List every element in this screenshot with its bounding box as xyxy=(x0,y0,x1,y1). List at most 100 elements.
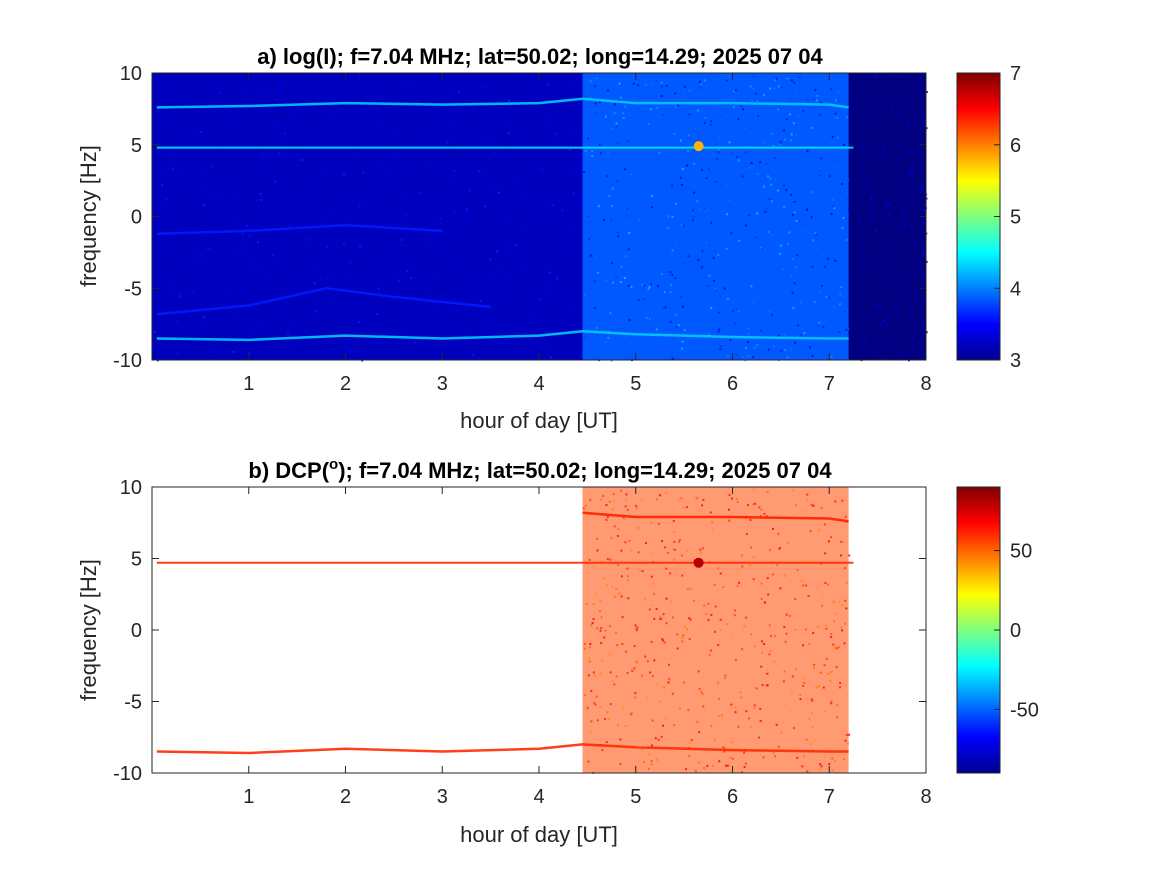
heatmap-speckle xyxy=(713,279,716,282)
heatmap-speckle xyxy=(501,136,504,139)
heatmap-speckle xyxy=(240,191,243,194)
heatmap-speckle xyxy=(433,304,436,307)
heatmap-speckle xyxy=(889,145,892,148)
heatmap-speckle xyxy=(790,274,793,277)
heatmap-speckle xyxy=(904,214,907,217)
heatmap-speckle xyxy=(681,347,684,350)
heatmap-speckle xyxy=(839,94,842,97)
heatmap-speckle xyxy=(167,135,170,138)
heatmap-speckle xyxy=(745,616,748,619)
heatmap-speckle xyxy=(915,241,918,244)
heatmap-speckle xyxy=(590,720,593,723)
heatmap-speckle xyxy=(186,280,189,283)
heatmap-speckle xyxy=(888,92,891,95)
heatmap-line-upper-sideband xyxy=(156,97,849,109)
heatmap-speckle xyxy=(546,286,549,289)
heatmap-speckle xyxy=(907,333,910,336)
heatmap-speckle xyxy=(701,168,704,171)
heatmap-speckle xyxy=(875,205,878,208)
heatmap-speckle xyxy=(777,334,780,337)
heatmap-speckle xyxy=(818,113,821,116)
heatmap-speckle xyxy=(371,77,374,80)
y-tick-label: 5 xyxy=(131,549,142,571)
heatmap-speckle xyxy=(637,299,640,302)
heatmap-speckle xyxy=(652,592,655,595)
heatmap-speckle xyxy=(679,295,682,298)
heatmap-speckle xyxy=(669,320,672,323)
heatmap-speckle xyxy=(883,142,886,145)
heatmap-speckle xyxy=(823,756,826,759)
heatmap-speckle xyxy=(905,204,908,207)
heatmap-speckle xyxy=(893,294,896,297)
heatmap-speckle xyxy=(710,171,713,174)
heatmap-speckle xyxy=(678,499,681,502)
heatmap-speckle xyxy=(710,120,713,123)
heatmap-speckle xyxy=(708,169,711,172)
heatmap-speckle xyxy=(880,275,883,278)
heatmap-speckle xyxy=(514,281,517,284)
heatmap-speckle xyxy=(671,249,674,252)
heatmap-speckle xyxy=(837,329,840,332)
heatmap-speckle xyxy=(811,711,814,714)
heatmap-speckle xyxy=(736,584,739,587)
heatmap-speckle xyxy=(709,649,712,652)
heatmap-speckle xyxy=(777,280,780,283)
heatmap-speckle xyxy=(909,173,912,176)
heatmap-speckle xyxy=(593,674,596,677)
heatmap-speckle xyxy=(616,724,619,727)
heatmap-speckle xyxy=(872,114,875,117)
heatmap-speckle xyxy=(710,221,713,224)
heatmap-speckle xyxy=(606,115,609,118)
heatmap-speckle xyxy=(810,216,813,219)
heatmap-speckle xyxy=(767,77,770,80)
heatmap-speckle xyxy=(801,231,804,234)
heatmap-speckle xyxy=(424,234,427,237)
heatmap-speckle xyxy=(591,155,594,158)
x-tick-label: 2 xyxy=(340,786,351,808)
heatmap-speckle xyxy=(922,254,925,257)
heatmap-speckle xyxy=(842,295,845,298)
heatmap-speckle xyxy=(191,290,194,293)
heatmap-speckle xyxy=(764,601,767,604)
heatmap-speckle xyxy=(473,253,476,256)
heatmap-speckle xyxy=(884,321,887,324)
heatmap-speckle xyxy=(238,324,241,327)
heatmap-speckle xyxy=(711,528,714,531)
heatmap-speckle xyxy=(867,122,870,125)
heatmap-speckle xyxy=(710,725,713,728)
heatmap-speckle xyxy=(404,214,407,217)
heatmap-speckle xyxy=(812,667,815,670)
heatmap-speckle xyxy=(916,138,919,141)
heatmap-speckle xyxy=(345,276,348,279)
heatmap-speckle xyxy=(785,324,788,327)
heatmap-speckle xyxy=(704,116,707,119)
heatmap-speckle xyxy=(572,350,575,353)
heatmap-speckle xyxy=(866,234,869,237)
heatmap-speckle xyxy=(793,200,796,203)
heatmap-speckle xyxy=(882,346,885,349)
heatmap-speckle xyxy=(587,275,590,278)
heatmap-speckle xyxy=(914,333,917,336)
heatmap-speckle xyxy=(759,246,762,249)
heatmap-speckle xyxy=(903,189,906,192)
heatmap-speckle xyxy=(883,264,886,267)
heatmap-speckle xyxy=(662,114,665,117)
heatmap-speckle xyxy=(695,496,698,499)
heatmap-speckle xyxy=(753,645,756,648)
heatmap-speckle xyxy=(667,663,670,666)
heatmap-speckle xyxy=(588,238,591,241)
heatmap-speckle xyxy=(259,192,262,195)
heatmap-speckle xyxy=(861,338,864,341)
heatmap-speckle xyxy=(892,275,895,278)
heatmap-speckle xyxy=(741,175,744,178)
heatmap-speckle xyxy=(611,128,614,131)
heatmap-speckle xyxy=(710,306,713,309)
heatmap-speckle xyxy=(811,265,814,268)
x-tick-label: 6 xyxy=(727,786,738,808)
heatmap-speckle xyxy=(456,295,459,298)
heatmap-speckle xyxy=(737,159,740,162)
heatmap-speckle xyxy=(701,504,704,507)
heatmap-speckle xyxy=(908,298,911,301)
heatmap-speckle xyxy=(208,248,211,251)
heatmap-speckle xyxy=(439,295,442,298)
